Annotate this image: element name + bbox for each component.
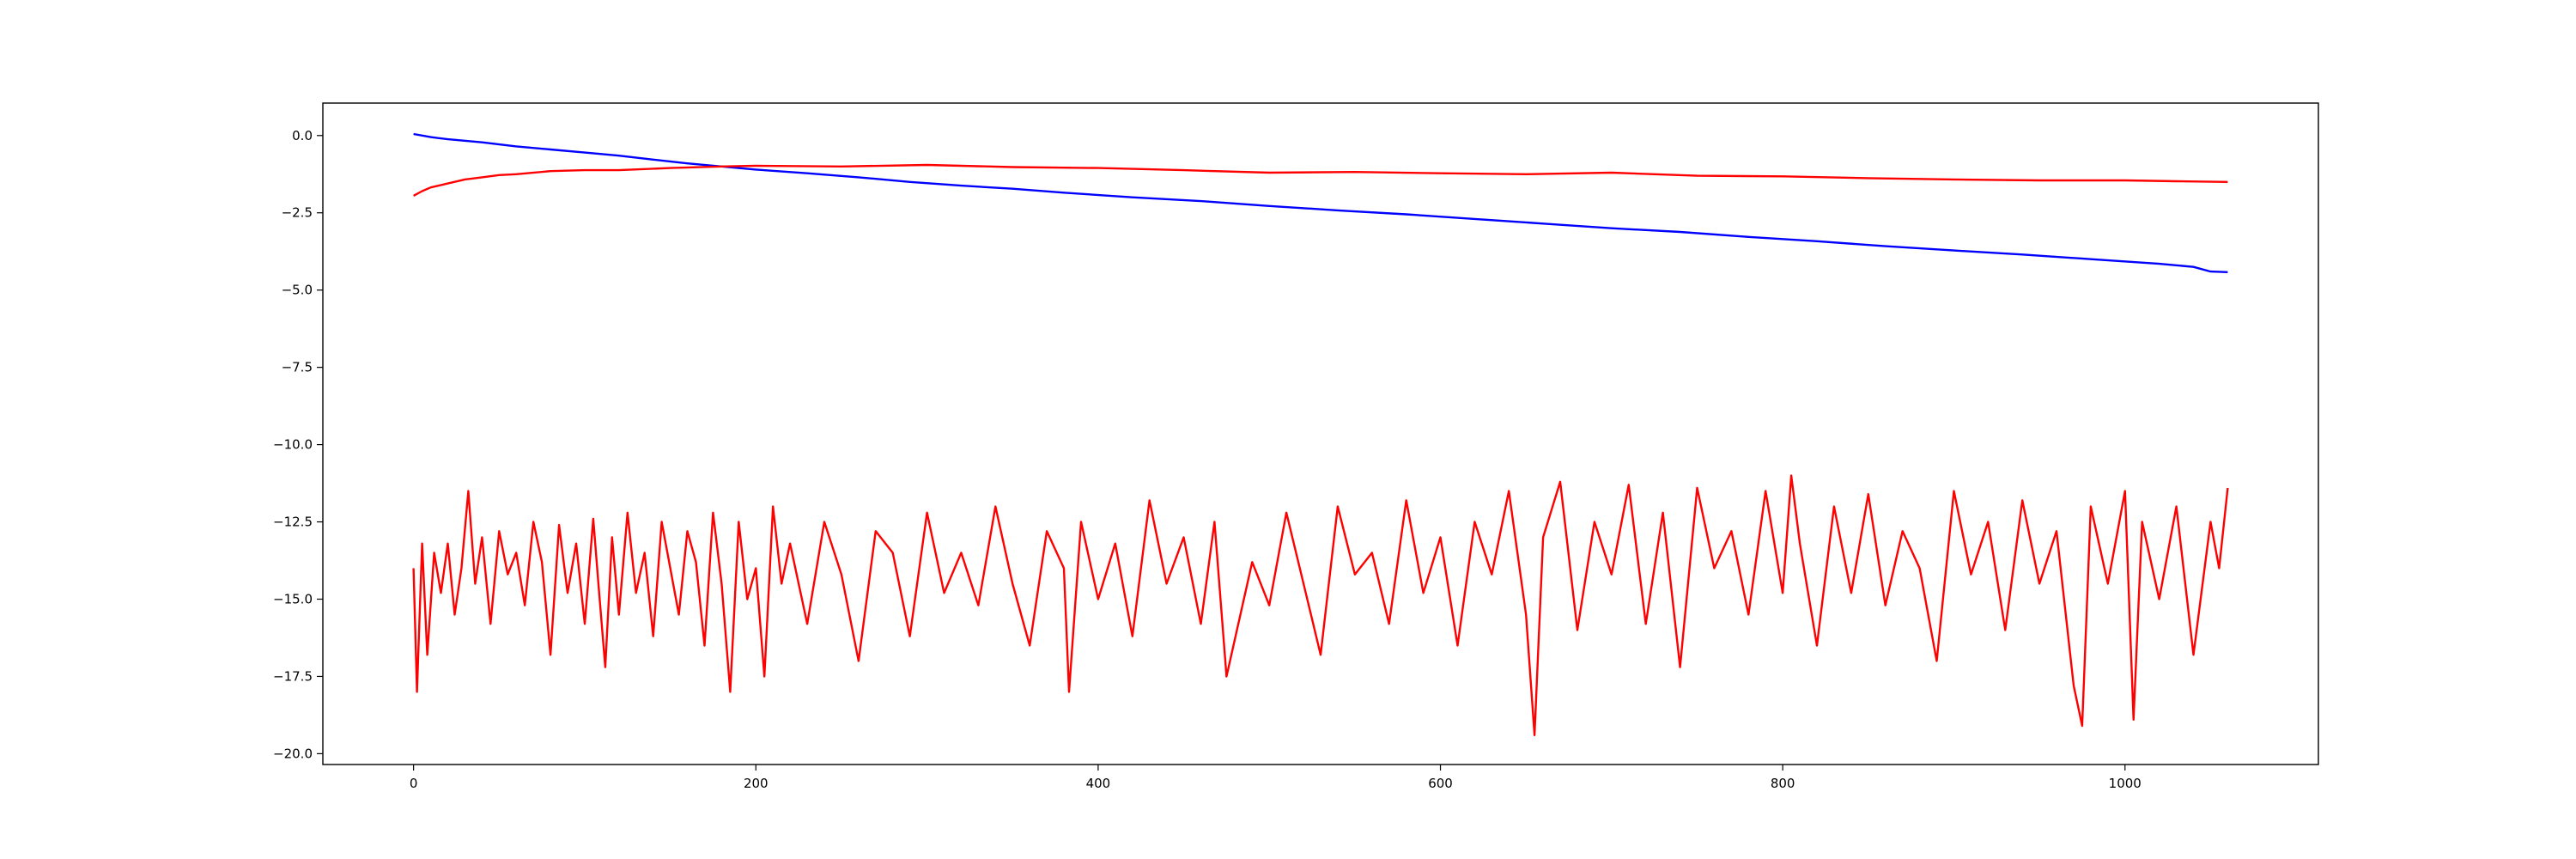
y-tick-label: −7.5 [282,360,313,375]
x-axis: 0 200 400 600 800 1000 [410,765,2142,791]
x-tick-label: 800 [1771,776,1795,791]
y-tick-label: −17.5 [273,668,313,684]
x-tick-label: 0 [410,776,418,791]
plot-frame [322,102,2319,765]
y-tick-label: −12.5 [273,515,313,530]
series-line-1 [413,132,2228,273]
y-tick-label: 0.0 [292,128,313,143]
y-tick-label: −15.0 [273,592,313,607]
series-line-2 [413,163,2228,197]
y-tick-label: −20.0 [273,746,313,761]
x-tick-label: 400 [1086,776,1111,791]
series-layer [412,132,2229,736]
y-axis: 0.0 −2.5 −5.0 −7.5 −10.0 −12.5 −15.0 −17.5 −20.0 [273,128,323,761]
y-tick-label: −2.5 [282,205,313,221]
y-tick-label: −10.0 [273,437,313,453]
x-tick-label: 200 [744,776,769,791]
x-tick-label: 1000 [2109,776,2142,791]
x-tick-label: 600 [1428,776,1453,791]
series-line-3 [412,474,2229,736]
y-tick-label: −5.0 [282,283,313,298]
